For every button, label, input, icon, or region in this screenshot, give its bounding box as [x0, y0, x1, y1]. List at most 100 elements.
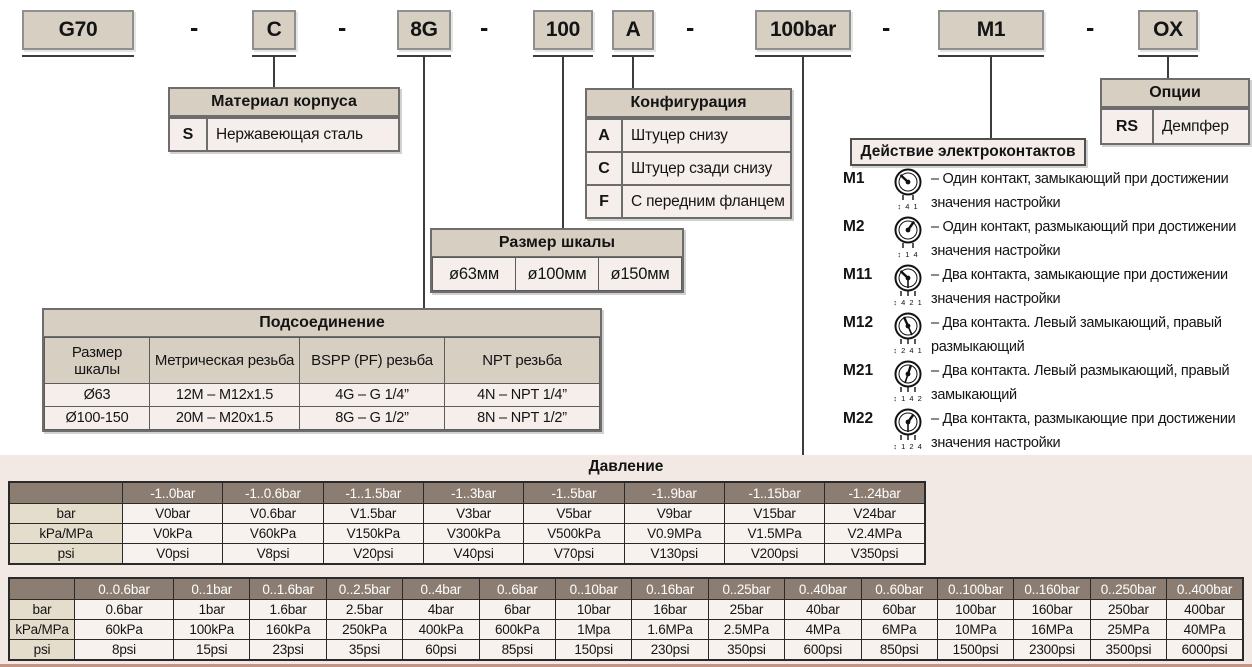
column-header: -1..0bar — [121, 481, 224, 504]
table-row: psi 8psi 15psi 23psi 35psi 60psi 85psi 150psi 23… — [8, 639, 1244, 661]
column-header: 0..0.6bar — [74, 577, 174, 600]
table-cell: 2.5bar — [325, 599, 404, 620]
contact-description: – Один контакт, размыкающий при достижен… — [931, 219, 1237, 259]
code-separator: - — [686, 14, 695, 42]
scale-size-options: ø63мм ø100мм ø150мм — [432, 257, 682, 291]
underline — [533, 55, 593, 57]
table-cell: V130psi — [623, 543, 725, 565]
table-cell: 8psi — [74, 639, 174, 661]
underline — [612, 55, 654, 57]
contact-item: M11 ↕ 4 2 1 – Два контакта, замыкающие п… — [843, 263, 1249, 311]
table-cell: V9bar — [623, 503, 725, 524]
connection-title: Подсоединение — [44, 310, 600, 337]
pressure-section: Давление -1..0bar -1..0.6bar -1..1.5bar -1.… — [0, 455, 1252, 667]
contact-code: M22 — [843, 410, 874, 427]
column-header: -1..15bar — [723, 481, 826, 504]
table-cell: 35psi — [325, 639, 404, 661]
column-header: 0..16bar — [631, 577, 709, 600]
column-header: 0..4bar — [402, 577, 480, 600]
table-cell: 4MPa — [784, 619, 862, 640]
table-cell: V40psi — [422, 543, 525, 565]
connection-table: Подсоединение Размер шкалы Метрическая ре… — [42, 308, 602, 432]
column-header: 0..250bar — [1089, 577, 1168, 600]
contact-description: – Один контакт, замыкающий при достижени… — [931, 171, 1229, 211]
table-cell: ø150мм — [598, 257, 682, 291]
table-cell: V0.6bar — [222, 503, 324, 524]
gauge-pins: ↕ 2 4 1 — [893, 346, 923, 355]
table-cell: V70psi — [523, 543, 625, 565]
table-cell: 160bar — [1013, 599, 1091, 620]
table-cell: V0kPa — [121, 523, 224, 544]
connector-line — [990, 57, 992, 138]
table-cell: 1bar — [172, 599, 251, 620]
table-cell: 40MPa — [1166, 619, 1244, 640]
table-row: A Штуцер снизу — [587, 118, 790, 151]
table-cell: 1.6MPa — [631, 619, 709, 640]
code-segment-config-letter: A — [612, 10, 654, 57]
table-cell: V0.9MPa — [623, 523, 725, 544]
table-row: C Штуцер сзади снизу — [587, 151, 790, 184]
code-segment-pressure: 100bar — [755, 10, 851, 57]
table-cell: 250kPa — [325, 619, 404, 640]
underline — [938, 55, 1044, 57]
table-cell: V8psi — [222, 543, 324, 565]
table-cell: 16bar — [631, 599, 709, 620]
column-header: 0..40bar — [784, 577, 862, 600]
column-header — [8, 577, 75, 600]
table-cell: 150psi — [554, 639, 633, 661]
contact-code: M1 — [843, 170, 865, 187]
contact-code: M12 — [843, 314, 874, 331]
connector-line — [562, 57, 564, 228]
contacts-list: M1 ↕ 4 1 – Один контакт, замыкающий при … — [843, 167, 1249, 455]
contacts-title: Действие электроконтактов — [850, 138, 1086, 166]
column-header: 0..100bar — [936, 577, 1015, 600]
table-cell: V300kPa — [422, 523, 525, 544]
column-header: Метрическая резьба — [149, 337, 300, 384]
table-cell: V200psi — [723, 543, 826, 565]
contact-code: M2 — [843, 218, 865, 235]
code-box: C — [252, 10, 296, 50]
table-cell: 2300psi — [1013, 639, 1091, 661]
table-cell: V1.5MPa — [723, 523, 826, 544]
column-header: NPT резьба — [444, 337, 600, 384]
table-cell: V24bar — [824, 503, 926, 524]
code-separator: - — [480, 14, 489, 42]
table-cell: 850psi — [860, 639, 938, 661]
underline — [22, 55, 134, 57]
table-cell: 1Mpa — [554, 619, 633, 640]
material-title: Материал корпуса — [170, 89, 398, 117]
gauge-pins: ↕ 1 4 2 — [893, 394, 923, 403]
table-cell: 20M – M20x1.5 — [149, 406, 300, 430]
code-separator: - — [338, 14, 347, 42]
table-cell: 160kPa — [249, 619, 327, 640]
options-title: Опции — [1102, 80, 1248, 108]
contact-code: M11 — [843, 266, 873, 283]
gauge-pins: ↕ 1 2 4 — [893, 442, 923, 451]
code-separator: - — [882, 14, 891, 42]
table-cell: 230psi — [631, 639, 709, 661]
table-cell: V0bar — [121, 503, 224, 524]
table-cell: 8N – NPT 1/2” — [444, 406, 600, 430]
column-header: -1..24bar — [824, 481, 926, 504]
column-header: Размер шкалы — [44, 337, 150, 384]
table-cell: 6bar — [478, 599, 556, 620]
contact-description: – Два контакта, размыкающие при достижен… — [931, 411, 1236, 451]
table-cell: V3bar — [422, 503, 525, 524]
table-cell: V15bar — [723, 503, 826, 524]
contact-description: – Два контакта. Левый размыкающий, правы… — [931, 363, 1230, 403]
column-header — [8, 481, 123, 504]
table-cell: 4bar — [402, 599, 480, 620]
column-header: 0..1bar — [172, 577, 251, 600]
table-cell: 6000psi — [1166, 639, 1244, 661]
table-cell: 100bar — [936, 599, 1015, 620]
connector-line — [632, 57, 634, 88]
row-header: bar — [8, 503, 123, 524]
table-cell: 25bar — [707, 599, 786, 620]
contact-item: M21 ↕ 1 4 2 – Два контакта. Левый размык… — [843, 359, 1249, 407]
code-segment-connection: 8G — [397, 10, 451, 57]
code-box: G70 — [22, 10, 134, 50]
column-header: -1..3bar — [422, 481, 525, 504]
gauge-pins: ↕ 1 4 — [897, 250, 919, 259]
table-cell: 2.5MPa — [707, 619, 786, 640]
table-row: bar 0.6bar 1bar 1.6bar 2.5bar 4bar 6bar 10bar 16… — [8, 599, 1244, 620]
